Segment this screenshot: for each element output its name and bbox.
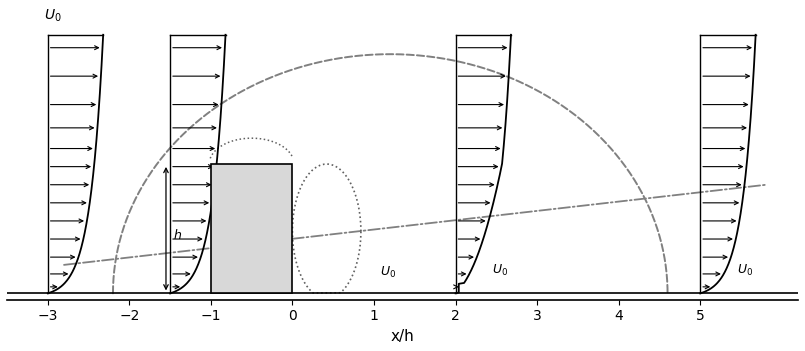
Text: $h$: $h$ <box>172 228 182 242</box>
Text: $U_0$: $U_0$ <box>492 263 509 278</box>
Bar <box>211 164 292 293</box>
Text: $U_0$: $U_0$ <box>381 265 397 280</box>
X-axis label: x/h: x/h <box>390 329 415 344</box>
Text: $U_0$: $U_0$ <box>43 8 61 25</box>
Text: $U_0$: $U_0$ <box>737 263 753 278</box>
